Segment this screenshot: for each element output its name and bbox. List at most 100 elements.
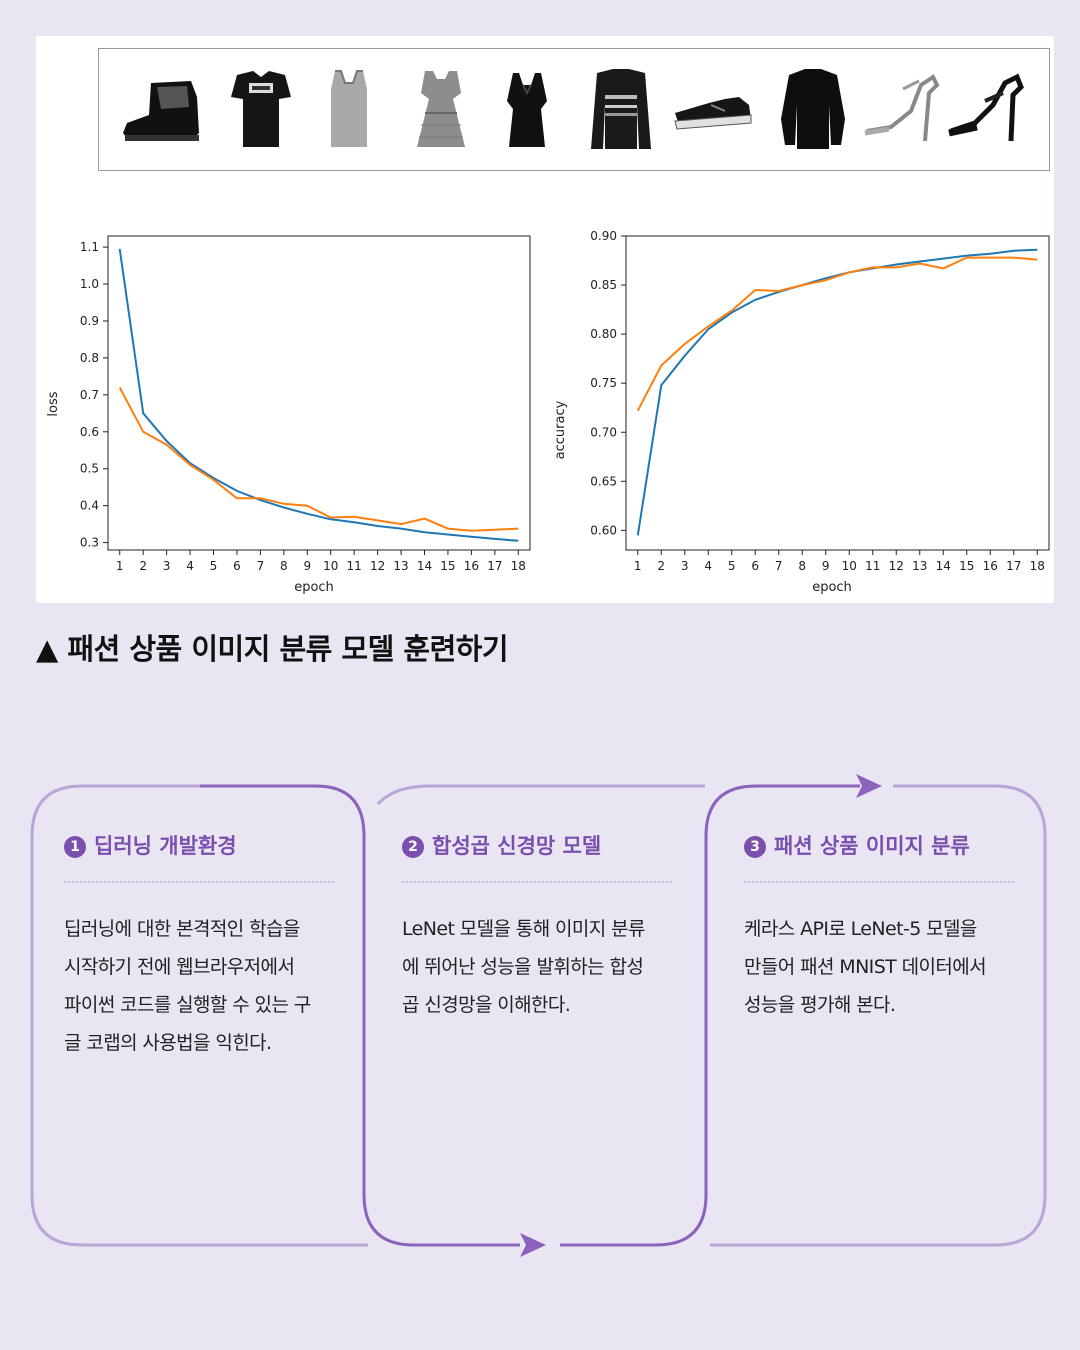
description-line: 성능을 평가해 본다.	[744, 994, 896, 1016]
description-line: 만들어 패션 MNIST 데이터에서	[744, 956, 987, 978]
step-description: 딥러닝에 대한 본격적인 학습을 시작하기 전에 웹브라우저에서 파이썬 코드를…	[64, 910, 311, 1062]
arrow-right-icon	[856, 774, 882, 798]
top-icon	[507, 73, 547, 147]
step-title: 1 딥러닝 개발환경	[64, 830, 237, 860]
x-tick-label: 1	[634, 559, 642, 573]
x-tick-label: 17	[487, 559, 502, 573]
x-tick-label: 2	[657, 559, 665, 573]
x-tick-label: 3	[681, 559, 689, 573]
x-tick-label: 11	[347, 559, 362, 573]
x-tick-label: 9	[303, 559, 311, 573]
y-tick-label: 0.8	[80, 351, 99, 365]
loss-x-axis-label: epoch	[294, 580, 334, 595]
dotted-divider	[744, 881, 1014, 883]
y-tick-label: 0.80	[590, 327, 617, 341]
x-tick-label: 18	[1030, 559, 1045, 573]
tshirt-icon	[231, 71, 291, 147]
step-number-badge: 2	[402, 836, 424, 858]
description-line: LeNet 모델을 통해 이미지 분류	[402, 918, 645, 940]
figure-panel: 1 2 3 4 5 6 7 8 9 10 11 12 13 14 15 16 17 18 0.3 0.4 0.5 0.6 0…	[36, 36, 1054, 603]
step-number-badge: 3	[744, 836, 766, 858]
step-description: LeNet 모델을 통해 이미지 분류 에 뛰어난 성능을 발휘하는 합성 곱 …	[402, 910, 645, 1024]
sandal-icon	[864, 74, 940, 142]
acc-series-line-2	[636, 256, 1038, 412]
description-line: 글 코랩의 사용법을 익힌다.	[64, 1032, 272, 1054]
x-tick-label: 10	[842, 559, 857, 573]
x-tick-label: 6	[233, 559, 241, 573]
fashion-image-strip	[98, 48, 1050, 171]
x-tick-label: 7	[257, 559, 265, 573]
x-tick-label: 15	[959, 559, 974, 573]
step-number-badge: 1	[64, 836, 86, 858]
x-tick-label: 9	[822, 559, 830, 573]
triangle-icon: ▲	[36, 632, 58, 666]
step-title: 2 합성곱 신경망 모델	[402, 830, 601, 860]
y-tick-label: 1.0	[80, 277, 99, 291]
accuracy-chart: 1 2 3 4 5 6 7 8 9 10 11 12 13 14 15 16 17 180.600.650.700…	[553, 229, 1050, 595]
tank-top-icon	[331, 70, 367, 147]
y-tick-label: 0.75	[590, 376, 617, 390]
description-line: 곱 신경망을 이해한다.	[402, 994, 571, 1016]
loss-plot-frame	[107, 235, 531, 551]
x-tick-label: 17	[1006, 559, 1021, 573]
y-tick-label: 0.60	[590, 523, 617, 537]
y-tick-label: 1.1	[80, 240, 99, 254]
x-tick-label: 3	[163, 559, 171, 573]
x-tick-label: 5	[210, 559, 218, 573]
sneaker-icon	[674, 97, 752, 130]
description-line: 파이썬 코드를 실행할 수 있는 구	[64, 994, 311, 1016]
dress-icon	[417, 71, 465, 147]
x-tick-label: 8	[280, 559, 288, 573]
x-tick-label: 14	[936, 559, 951, 573]
description-line: 에 뛰어난 성능을 발휘하는 합성	[402, 956, 644, 978]
x-tick-label: 12	[370, 559, 385, 573]
x-tick-label: 8	[798, 559, 806, 573]
y-tick-label: 0.85	[590, 278, 617, 292]
x-tick-label: 1	[116, 559, 124, 573]
dotted-divider	[64, 881, 334, 883]
loss-series-line-2	[118, 387, 519, 532]
y-tick-label: 0.7	[80, 388, 99, 402]
sweater-icon	[591, 69, 651, 149]
acc-plot-frame	[625, 235, 1050, 551]
x-tick-label: 14	[417, 559, 432, 573]
description-line: 케라스 API로 LeNet-5 모델을	[744, 918, 977, 940]
y-tick-label: 0.70	[590, 425, 617, 439]
x-tick-label: 4	[704, 559, 712, 573]
x-tick-label: 7	[775, 559, 783, 573]
ankle-boot-icon	[123, 81, 199, 141]
step-title-text: 패션 상품 이미지 분류	[774, 834, 970, 858]
arrow-right-icon	[520, 1233, 546, 1257]
x-tick-label: 18	[511, 559, 526, 573]
step-description: 케라스 API로 LeNet-5 모델을 만들어 패션 MNIST 데이터에서 …	[744, 910, 987, 1024]
x-tick-label: 16	[464, 559, 479, 573]
dotted-divider	[402, 881, 672, 883]
pullover-icon	[781, 69, 845, 149]
x-tick-label: 5	[728, 559, 736, 573]
x-tick-label: 13	[912, 559, 927, 573]
x-tick-label: 6	[751, 559, 759, 573]
y-tick-label: 0.90	[590, 229, 617, 243]
accuracy-y-axis-label: accuracy	[553, 400, 568, 459]
acc-series-line-1	[636, 248, 1038, 536]
x-tick-label: 10	[323, 559, 338, 573]
figure-caption: ▲ 패션 상품 이미지 분류 모델 훈련하기	[36, 626, 509, 668]
caption-text: 패션 상품 이미지 분류 모델 훈련하기	[67, 632, 509, 666]
sandal-icon	[948, 73, 1024, 142]
description-line: 시작하기 전에 웹브라우저에서	[64, 956, 295, 978]
y-tick-label: 0.65	[590, 474, 617, 488]
y-tick-label: 0.9	[80, 314, 99, 328]
y-tick-label: 0.6	[80, 425, 99, 439]
y-tick-label: 0.5	[80, 462, 99, 476]
step-title-text: 딥러닝 개발환경	[94, 834, 237, 858]
x-tick-label: 4	[186, 559, 194, 573]
fashion-items-row	[123, 69, 1024, 149]
x-tick-label: 13	[393, 559, 408, 573]
loss-chart: 1 2 3 4 5 6 7 8 9 10 11 12 13 14 15 16 17 180.30.40.50.60…	[46, 235, 531, 595]
x-tick-label: 15	[440, 559, 455, 573]
description-line: 딥러닝에 대한 본격적인 학습을	[64, 918, 300, 940]
flow-path	[30, 774, 1047, 1257]
x-tick-label: 2	[139, 559, 147, 573]
accuracy-x-axis-label: epoch	[812, 580, 852, 595]
step-title: 3 패션 상품 이미지 분류	[744, 830, 970, 860]
